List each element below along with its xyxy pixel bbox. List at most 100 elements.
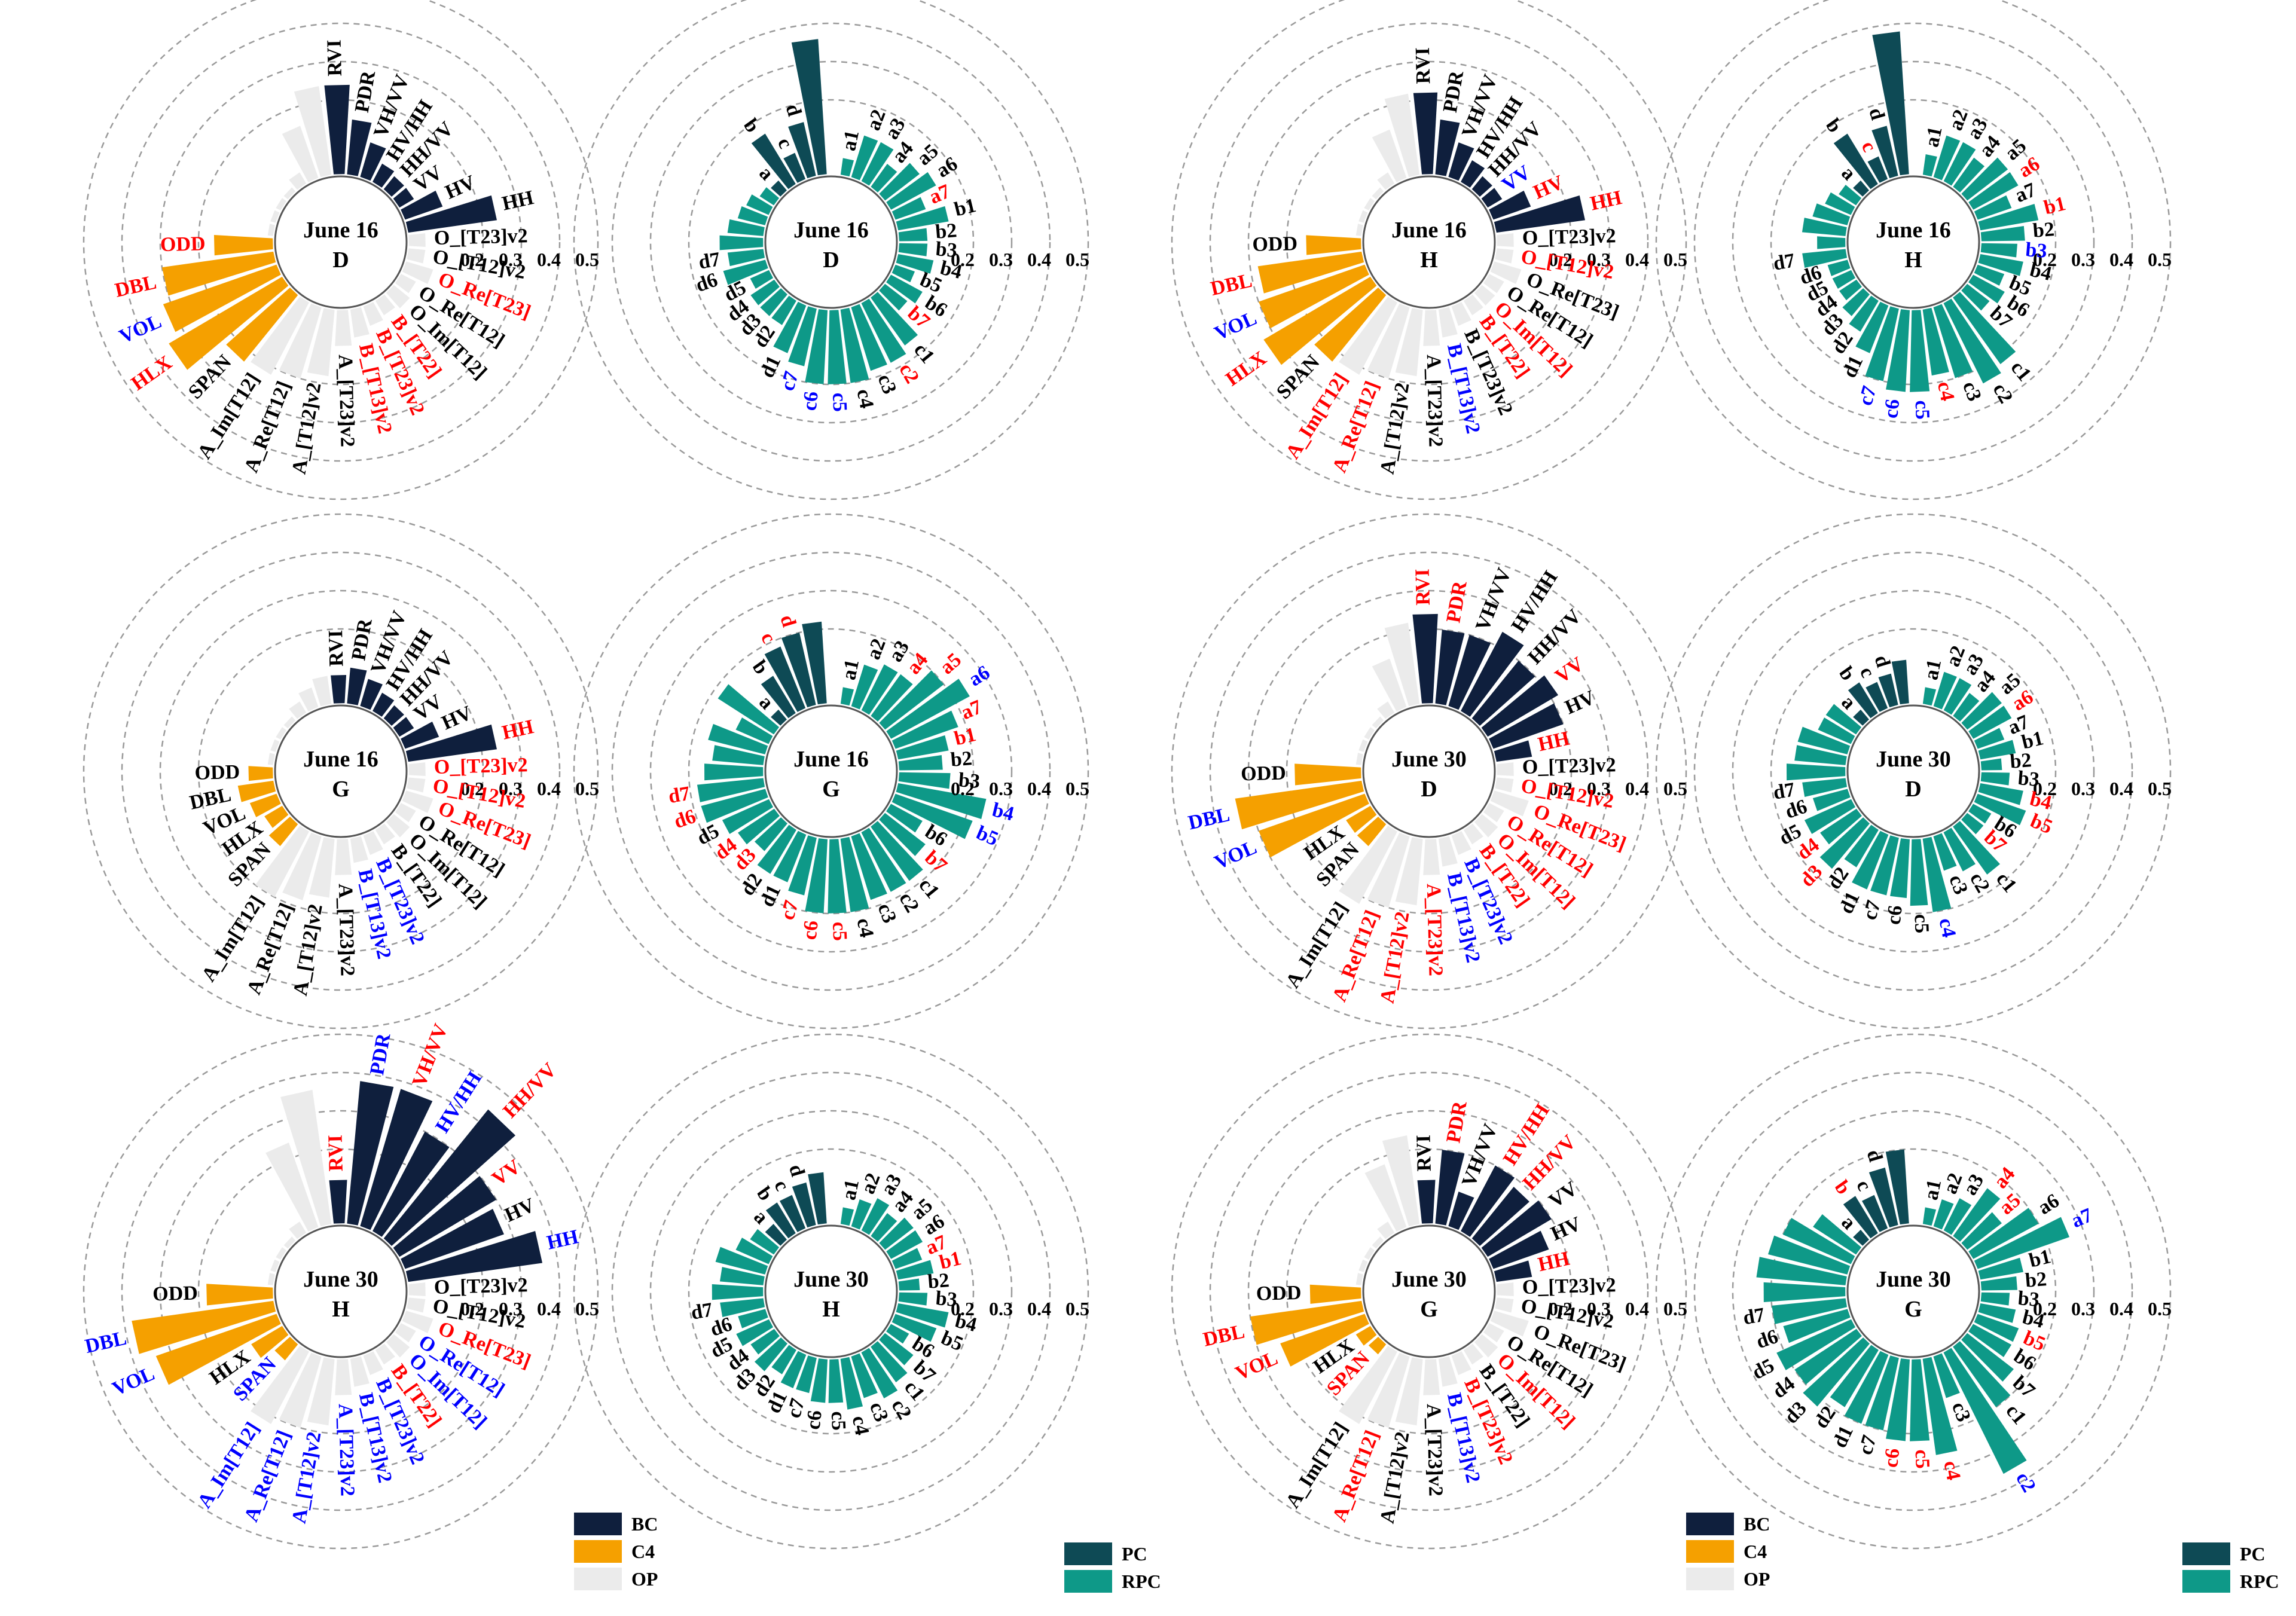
bar-b7 <box>879 283 908 311</box>
bar-b2 <box>1980 758 2002 771</box>
bar-e4 <box>735 1238 773 1264</box>
bar-b1 <box>896 1260 934 1280</box>
feature-label: HH <box>500 187 536 215</box>
center-circle <box>1362 1224 1496 1358</box>
bar-O_[T12]v2 <box>1495 1297 1514 1313</box>
bar-e2 <box>719 1267 765 1285</box>
chart-title-line: G <box>332 777 350 802</box>
ring-tick-label: 0.4 <box>537 249 561 270</box>
bar-DBL <box>237 780 276 802</box>
bar-HV <box>1489 1230 1549 1269</box>
bar-PDR <box>347 119 372 176</box>
bar-A_[T23]v2 <box>1423 1359 1440 1395</box>
bar-RVI <box>329 1180 347 1224</box>
legend-label-C4: C4 <box>631 1541 655 1562</box>
feature-label: b1 <box>952 723 978 750</box>
bar-DBL <box>161 251 276 296</box>
bar-e5 <box>759 187 780 206</box>
feature-label: c5 <box>1910 914 1932 934</box>
ring-tick-label: 0.2 <box>460 249 484 270</box>
polar-chart-1: June 16D 0.2 0.3 0.4 0.5RVIPDRVH/VVHV/HHHH/V… <box>83 0 599 500</box>
feature-label: VV <box>488 1155 525 1190</box>
bar-O_Re[T12] <box>395 274 416 294</box>
bar-B_[T13]v2 <box>1438 307 1458 338</box>
bar-d1 <box>773 830 807 882</box>
bar-PDR <box>347 667 367 705</box>
bar-a <box>765 1224 787 1246</box>
bar-f <box>802 621 827 705</box>
feature-label: HH/VV <box>499 1059 561 1123</box>
feature-label: d7 <box>1772 778 1797 804</box>
feature-label: c6 <box>1880 398 1904 419</box>
feature-label: b <box>739 115 764 137</box>
bar-e1 <box>1763 1282 1846 1302</box>
bar-a5 <box>1961 1212 2002 1250</box>
feature-label: c5 <box>1910 400 1933 420</box>
grid-ring <box>611 22 1051 462</box>
bar-A_Im[T12] <box>251 1346 309 1424</box>
grid-ring <box>1693 551 2133 991</box>
bar-A_[T12]v2 <box>1395 837 1423 906</box>
feature-label: VH/VV <box>408 1021 452 1090</box>
bar-A_[T23]v2 <box>335 310 352 346</box>
legend-2: PC RPC <box>1064 1542 1161 1593</box>
feature-label: VOL <box>109 1363 158 1400</box>
bar-PDR <box>1435 629 1465 705</box>
bar-b1 <box>1978 740 2016 760</box>
feature-label: HV <box>1562 686 1599 719</box>
feature-label: d7 <box>1772 249 1797 274</box>
bar-HH/VV <box>383 1109 516 1247</box>
grid-ring <box>1655 513 2172 1030</box>
bar-HLX <box>169 276 289 370</box>
bar-B_[T22] <box>1463 823 1483 845</box>
bar-A_Re[T12] <box>1367 832 1410 908</box>
feature-label: PDR <box>1442 1099 1471 1145</box>
bar-e1 <box>1817 236 1846 249</box>
grid-ring <box>611 1071 1051 1511</box>
feature-label: HLX <box>1222 347 1271 390</box>
bar-d7 <box>720 1298 765 1318</box>
bar-d6 <box>701 789 768 823</box>
feature-label: b3 <box>2025 239 2048 262</box>
bar-s3 <box>1364 1247 1375 1260</box>
bar-c <box>764 646 806 712</box>
bar-a1 <box>1922 687 1937 706</box>
feature-label: c7 <box>1854 383 1880 408</box>
chart-title-line: June 30 <box>303 1267 378 1292</box>
chart-title-line: D <box>823 248 839 273</box>
bar-b3 <box>1980 772 2010 786</box>
bar-a3 <box>861 664 898 715</box>
grid-ring <box>121 551 561 991</box>
bar-d <box>1868 1167 1898 1228</box>
grid-ring <box>649 589 1013 953</box>
polar-chart-2: June 16D 0.2 0.3 0.4 0.5a1a2a3a4a5a6a7b1b2b3… <box>573 0 1089 500</box>
ring-tick-label: 0.4 <box>1027 1298 1051 1319</box>
grid-ring <box>688 99 975 386</box>
bar-a <box>771 180 787 197</box>
feature-label: b <box>748 656 773 679</box>
legend-label-RPC: RPC <box>1122 1571 1161 1592</box>
bar-s4 <box>283 187 296 200</box>
feature-label: c4 <box>852 917 878 940</box>
feature-label: A_[T12]v2 <box>288 1430 326 1525</box>
bar-e2 <box>1794 745 1847 765</box>
legend-swatch-PC <box>1064 1542 1112 1565</box>
feature-label: ODD <box>152 1282 198 1306</box>
feature-label: b4 <box>953 1310 979 1337</box>
chart-title-line: G <box>822 777 840 802</box>
bar-B_[T13]v2 <box>1438 836 1458 867</box>
bar-c3 <box>1933 304 1973 378</box>
bar-O_[T12]v2 <box>407 1297 426 1313</box>
bar-HV <box>401 1209 504 1269</box>
bar-ODD <box>206 1284 273 1306</box>
feature-label: c6 <box>798 919 823 941</box>
bar-c7 <box>1865 1355 1899 1431</box>
bar-a6 <box>886 1230 923 1259</box>
feature-label: c1 <box>2001 1400 2031 1429</box>
legend-swatch-BC <box>1686 1513 1734 1535</box>
feature-label: b2 <box>927 1269 950 1293</box>
ring-tick-label: 0.2 <box>951 249 975 270</box>
bar-s2 <box>1358 1259 1368 1272</box>
bar-c4 <box>1922 1357 1958 1455</box>
